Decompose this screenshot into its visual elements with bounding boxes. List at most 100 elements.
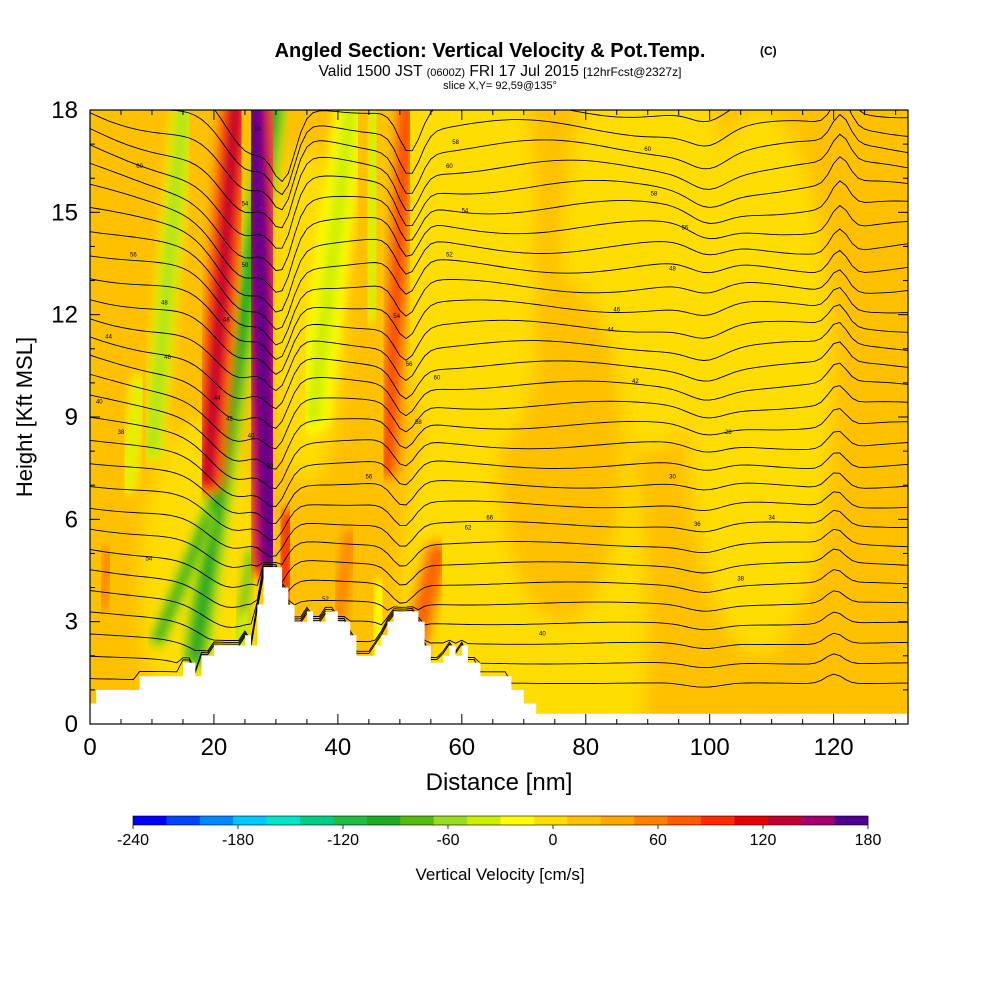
updraft-cell-7 xyxy=(326,525,362,633)
theta-label-15: 44 xyxy=(607,328,614,334)
background-patch-6 xyxy=(846,314,908,724)
x-tick-label-1: 20 xyxy=(201,734,228,761)
theta-contour-21 xyxy=(90,231,908,331)
theta-contour-29 xyxy=(214,110,908,183)
theta-label-35: 44 xyxy=(214,396,221,402)
theta-contour-20 xyxy=(90,255,908,346)
theta-label-22: 60 xyxy=(446,164,453,170)
theta-label-34: 48 xyxy=(223,317,230,323)
colorbar-tick-label-6: 120 xyxy=(750,832,777,849)
colorbar-swatch-1 xyxy=(166,816,201,825)
downdraft-cell-9 xyxy=(118,374,148,494)
terrain-mask xyxy=(90,567,908,724)
y-tick-label-0: 0 xyxy=(65,711,78,738)
axis-ticks xyxy=(89,109,908,725)
updraft-cell-1-level-4 xyxy=(202,110,241,484)
theta-label-40: 10 xyxy=(254,126,261,132)
theta-contour-25 xyxy=(90,144,908,249)
downdraft-cell-11 xyxy=(366,579,390,665)
theta-contour-8 xyxy=(90,507,908,558)
theta-label-33: 50 xyxy=(242,263,249,269)
copyright-mark: (C) xyxy=(760,44,777,58)
theta-label-21: 58 xyxy=(651,191,658,197)
downdraft-cell-6 xyxy=(360,110,384,324)
valid-date: FRI 17 Jul 2015 xyxy=(469,63,578,80)
background-patch-2 xyxy=(684,110,834,656)
y-tick-label-2: 6 xyxy=(65,506,78,533)
theta-label-14: 42 xyxy=(632,379,639,385)
colorbar-swatch-15 xyxy=(634,816,668,825)
valid-zulu: (0600Z) xyxy=(427,67,466,79)
theta-label-36: 42 xyxy=(226,416,233,422)
theta-contour-4 xyxy=(90,567,908,628)
theta-contour-10 xyxy=(90,463,908,524)
colorbar-tick-label-0: -240 xyxy=(117,832,149,849)
theta-label-6: 62 xyxy=(465,526,472,532)
theta-label-38: 54 xyxy=(393,314,400,320)
theta-contour-14 xyxy=(90,373,908,450)
theta-label-30: 38 xyxy=(118,430,125,436)
theta-contour-27 xyxy=(90,112,908,211)
theta-contour-23 xyxy=(90,183,908,293)
theta-contour-15 xyxy=(90,354,908,429)
velocity-field xyxy=(92,110,853,716)
colorbar-swatch-19 xyxy=(767,816,802,825)
colorbar-swatch-0 xyxy=(133,816,167,825)
theta-label-10: 36 xyxy=(694,522,701,528)
y-tick-label-4: 12 xyxy=(51,302,78,329)
colorbar-swatch-12 xyxy=(533,816,568,825)
theta-contour-5 xyxy=(90,565,908,608)
downdraft-cell-2 xyxy=(140,110,195,463)
theta-label-13: 28 xyxy=(725,430,732,436)
chart-subtitle: Valid 1500 JST (0600Z) FRI 17 Jul 2015 [… xyxy=(319,63,682,80)
colorbar-swatch-18 xyxy=(734,816,769,825)
theta-label-37: 40 xyxy=(248,433,255,439)
theta-label-4: 58 xyxy=(415,420,422,426)
theta-label-25: 56 xyxy=(130,253,137,259)
colorbar-tick-label-7: 180 xyxy=(855,832,882,849)
colorbar-swatch-10 xyxy=(467,816,501,825)
y-tick-label-5: 15 xyxy=(51,199,78,226)
colorbar-swatch-4 xyxy=(266,816,301,825)
theta-contour-26 xyxy=(90,128,908,229)
theta-label-29: 40 xyxy=(96,399,103,405)
theta-label-18: 52 xyxy=(446,253,453,259)
updraft-cell-7-level-4 xyxy=(334,533,354,625)
downdraft-cell-3 xyxy=(149,510,217,648)
colorbar-swatch-13 xyxy=(567,816,602,825)
theta-label-9: 38 xyxy=(737,577,744,583)
theta-label-20: 56 xyxy=(682,225,689,231)
forecast-info: [12hrFcst@2327z] xyxy=(583,65,681,79)
colorbar-tick-label-5: 60 xyxy=(649,832,667,849)
x-tick-label-5: 100 xyxy=(690,734,730,761)
theta-contour-labels: 50 52 54 56 58 60 62 66 40 38 36 34 30 28 42 44 46 48 52 54… xyxy=(96,126,776,637)
y-tick-label-6: 18 xyxy=(51,97,78,124)
slice-info: slice X,Y= 92,59@135° xyxy=(443,80,557,92)
theta-contour-22 xyxy=(90,206,908,313)
updraft-cell-6-level-4 xyxy=(99,550,112,608)
colorbar-tick-label-2: -120 xyxy=(327,832,359,849)
theta-label-0: 50 xyxy=(266,464,273,470)
theta-contour-1 xyxy=(90,573,908,672)
theta-label-1: 52 xyxy=(322,597,329,603)
colorbar-swatch-7 xyxy=(366,816,401,825)
updraft-cell-3 xyxy=(375,110,419,481)
theta-contour-3 xyxy=(90,569,908,642)
theta-label-19: 54 xyxy=(462,208,469,214)
theta-label-32: 54 xyxy=(242,202,249,208)
colorbar-tick-label-1: -180 xyxy=(222,832,254,849)
theta-label-2: 54 xyxy=(146,556,153,562)
theta-label-7: 66 xyxy=(486,515,493,521)
x-tick-label-3: 60 xyxy=(448,734,475,761)
colorbar-swatch-8 xyxy=(400,816,434,825)
theta-label-3: 56 xyxy=(366,474,373,480)
downdraft-cell-2-level-4 xyxy=(148,110,187,455)
y-tick-label-1: 3 xyxy=(65,609,78,636)
colorbar xyxy=(132,815,869,826)
colorbar-tick-labels: -240 -180 -120 -60 0 60 120 180 xyxy=(117,825,881,849)
downdraft-cell-9-level-4 xyxy=(124,380,142,488)
theta-contour-19 xyxy=(90,278,908,361)
downdraft-cell-3-level-4 xyxy=(155,516,211,642)
